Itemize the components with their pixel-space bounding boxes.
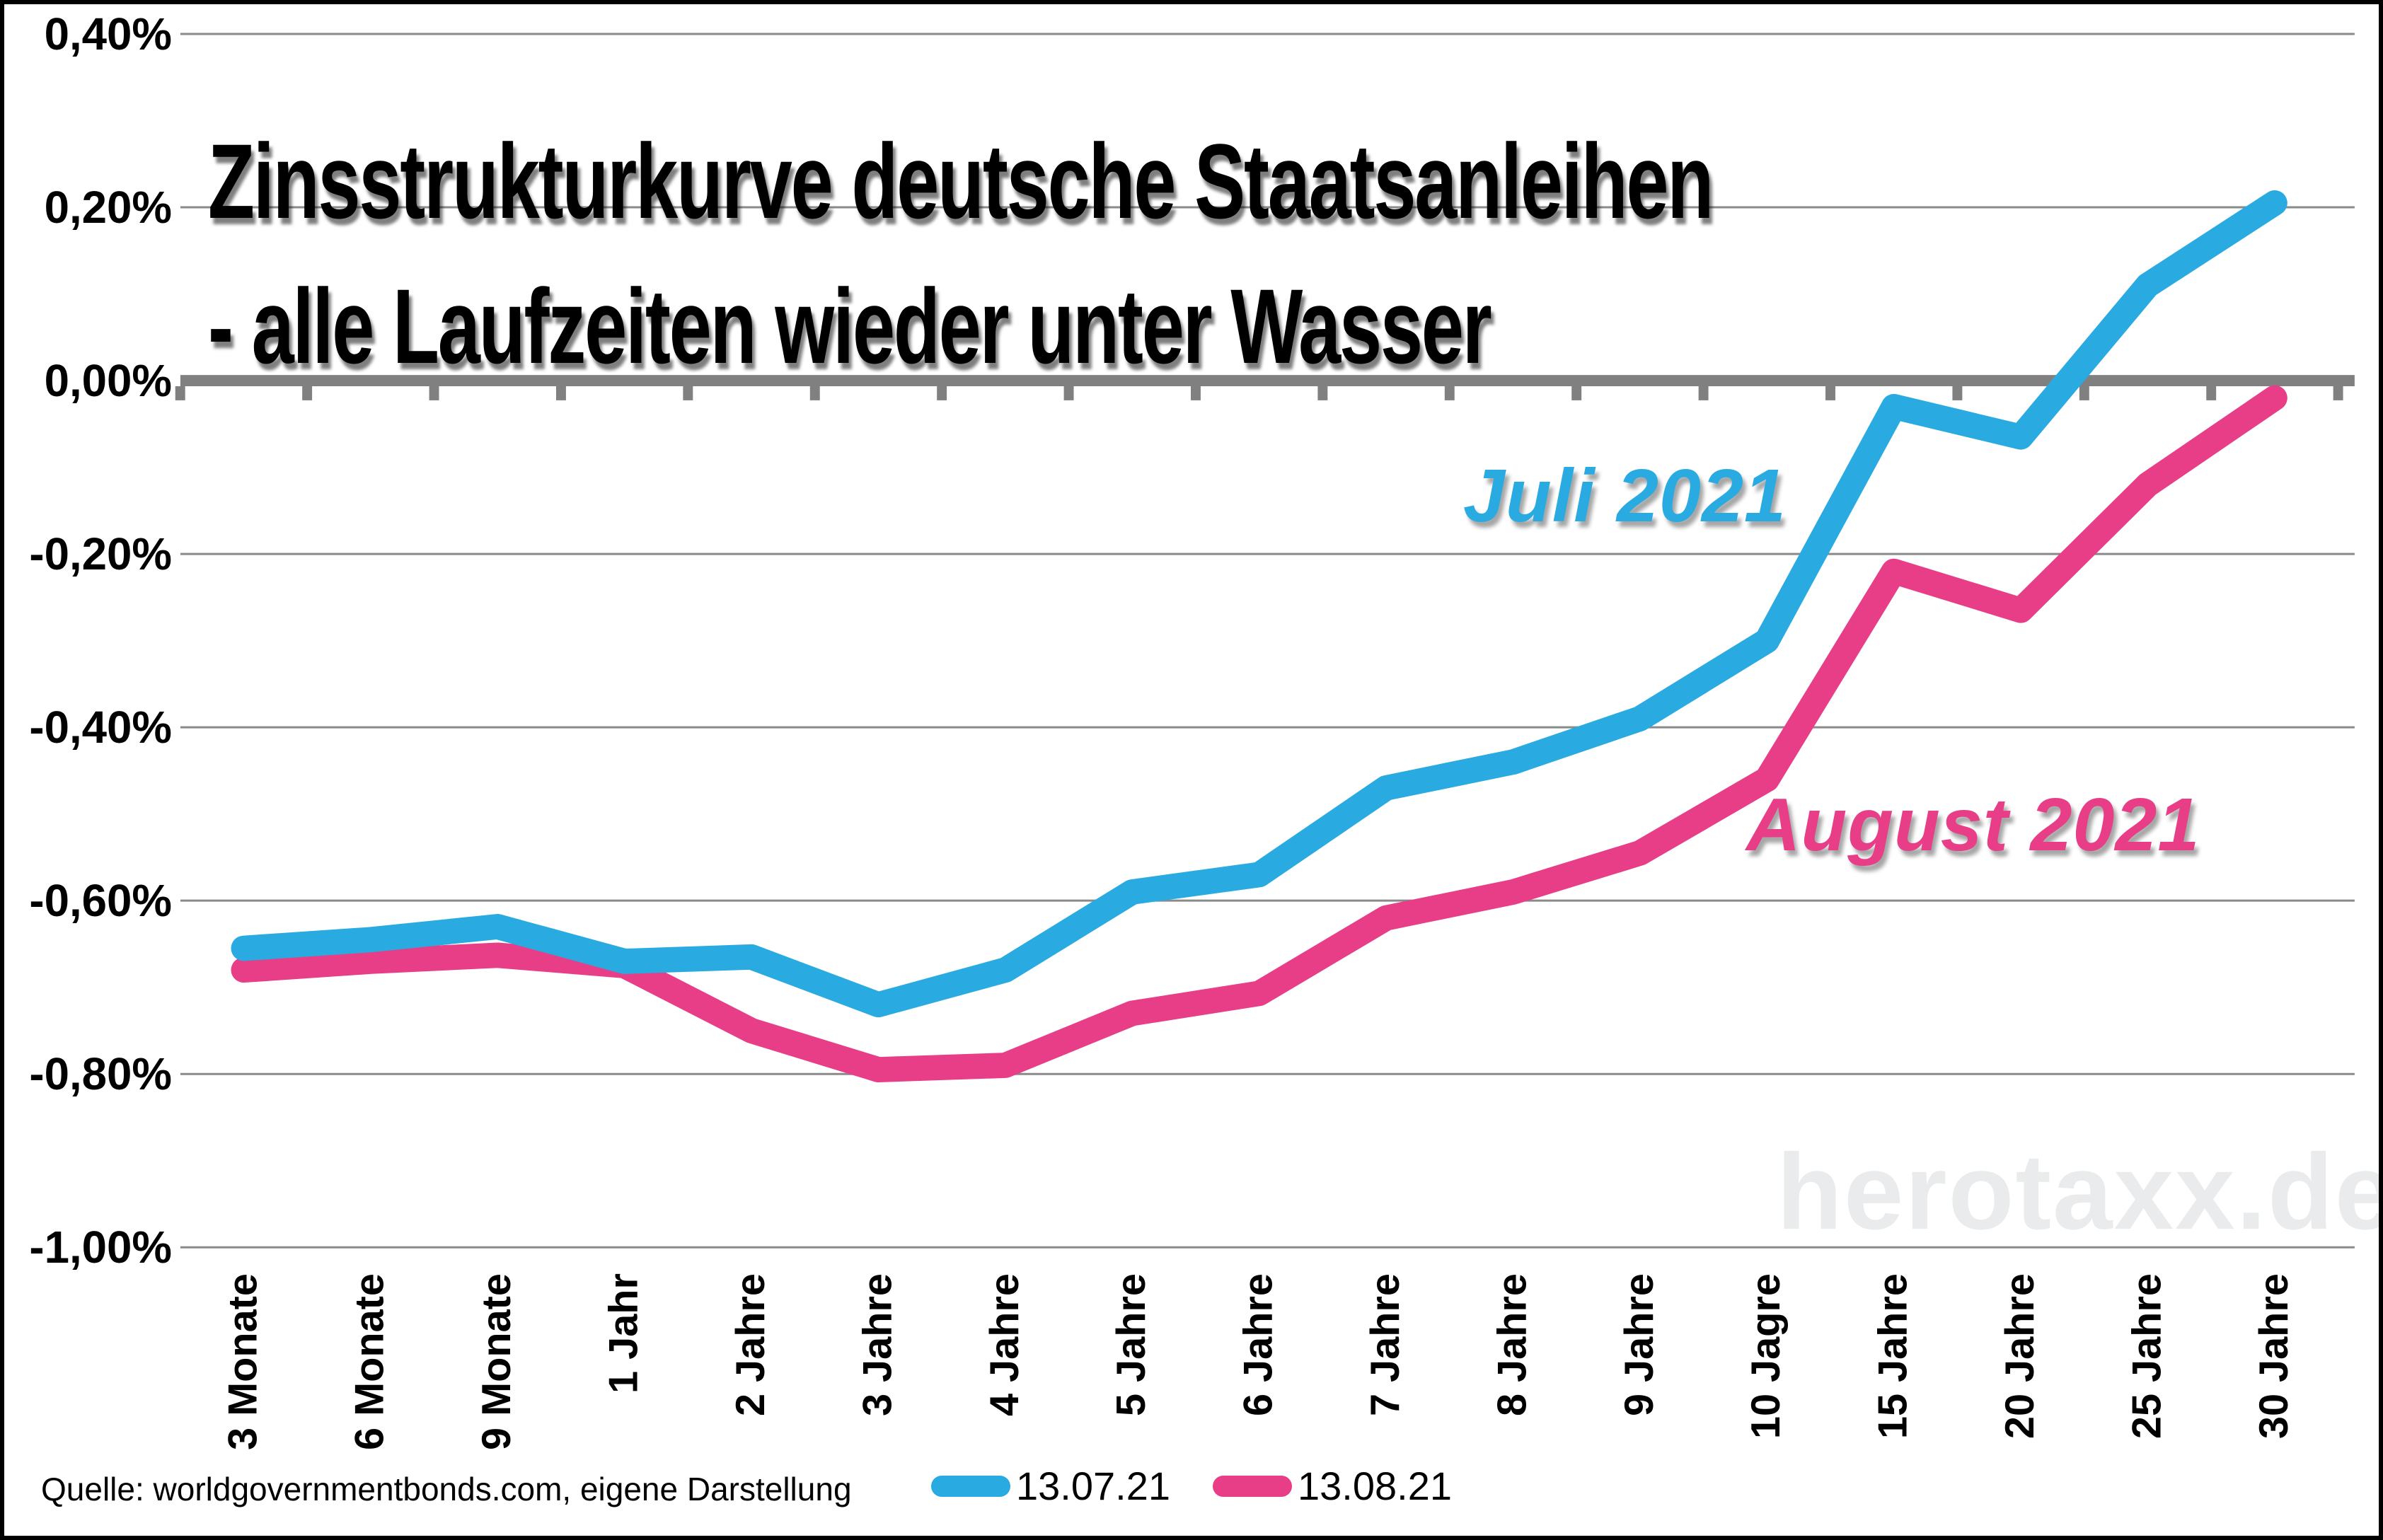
x-tick-label: 4 Jahre <box>982 1273 1027 1416</box>
chart-title-line1: Zinsstrukturkurve deutsche Staatsanleihe… <box>208 122 1714 241</box>
y-tick-label: -0,40% <box>29 702 172 753</box>
x-tick-label: 15 Jahre <box>1871 1273 1916 1439</box>
x-tick-label: 20 Jahre <box>1997 1273 2043 1439</box>
legend-label-july: 13.07.21 <box>1016 1464 1170 1508</box>
annotation-august-2021: August 2021 <box>1746 783 2200 867</box>
series-lines <box>231 190 2287 1082</box>
zero-axis-tick <box>2333 386 2343 400</box>
legend-item-august: 13.08.21 <box>1213 1463 1452 1509</box>
annotation-juli-2021: Juli 2021 <box>1463 454 1787 538</box>
gridlines <box>180 33 2355 1249</box>
y-axis-labels: 0,40% 0,20% 0,00% -0,20% -0,40% -0,60% -0,80% -… <box>29 9 172 1273</box>
zero-axis-tick <box>1698 386 1709 400</box>
y-tick-label: 0,40% <box>45 9 172 59</box>
x-tick-label: 25 Jahre <box>2124 1273 2169 1439</box>
zero-axis <box>175 375 2355 400</box>
series-line-13.08.21 <box>231 385 2287 1082</box>
legend-swatch-pink <box>1213 1475 1292 1497</box>
x-tick-label: 3 Monate <box>220 1273 265 1450</box>
y-tick-label: -0,80% <box>29 1049 172 1099</box>
source-note: Quelle: worldgovernmentbonds.com, eigene… <box>41 1471 852 1507</box>
yield-curve-chart: 0,40% 0,20% 0,00% -0,20% -0,40% -0,60% -0,80% -… <box>29 9 2355 1450</box>
zero-axis-tick <box>2079 386 2089 400</box>
x-tick-label: 2 Jahre <box>728 1273 773 1416</box>
x-tick-label: 8 Jahre <box>1489 1273 1535 1416</box>
legend: 13.07.21 13.08.21 <box>4 1463 2379 1509</box>
zero-axis-tick <box>555 386 566 400</box>
x-tick-label: 10 Jagre <box>1743 1273 1789 1439</box>
series-line-13.07.21 <box>231 190 2287 1018</box>
zero-axis-tick <box>175 386 185 400</box>
zero-axis-tick <box>1063 386 1074 400</box>
chart-title: Zinsstrukturkurve deutsche Staatsanleihe… <box>208 109 1714 399</box>
x-tick-label: 1 Jahr <box>601 1273 647 1394</box>
x-tick-label: 3 Jahre <box>855 1273 900 1416</box>
zero-axis-tick <box>429 386 439 400</box>
x-tick-label: 5 Jahre <box>1109 1273 1154 1416</box>
x-axis-labels: 3 Monate 6 Monate 9 Monate 1 Jahr 2 Jahre 3 J… <box>220 1273 2296 1450</box>
watermark-herotaxx: herotaxx.de <box>1777 1132 2383 1252</box>
zero-axis-tick <box>937 386 947 400</box>
legend-item-july: 13.07.21 <box>931 1463 1170 1509</box>
zero-axis-tick <box>1444 386 1455 400</box>
x-tick-label: 6 Monate <box>347 1273 393 1450</box>
chart-title-line2: - alle Laufzeiten wieder unter Wasser <box>208 267 1492 386</box>
y-tick-label: 0,00% <box>45 356 172 406</box>
zero-axis-tick <box>1952 386 1963 400</box>
y-tick-label: -0,20% <box>29 529 172 579</box>
x-tick-label: 7 Jahre <box>1363 1273 1408 1416</box>
zero-axis-tick <box>1825 386 1835 400</box>
legend-swatch-blue <box>931 1475 1011 1497</box>
y-tick-label: 0,20% <box>45 183 172 233</box>
zero-axis-tick <box>2206 386 2217 400</box>
zero-axis-tick <box>809 386 820 400</box>
zero-axis-tick <box>1317 386 1328 400</box>
x-tick-label: 9 Monate <box>474 1273 519 1450</box>
x-tick-label: 9 Jahre <box>1617 1273 1662 1416</box>
x-tick-label: 6 Jahre <box>1236 1273 1281 1416</box>
zero-axis-tick <box>1571 386 1582 400</box>
y-tick-label: -0,60% <box>29 876 172 926</box>
zero-axis-tick <box>302 386 313 400</box>
x-tick-label: 30 Jahre <box>2251 1273 2297 1439</box>
y-tick-label: -1,00% <box>29 1222 172 1273</box>
zero-axis-tick <box>1191 386 1201 400</box>
legend-label-august: 13.08.21 <box>1298 1464 1452 1508</box>
zero-axis-tick <box>683 386 693 400</box>
